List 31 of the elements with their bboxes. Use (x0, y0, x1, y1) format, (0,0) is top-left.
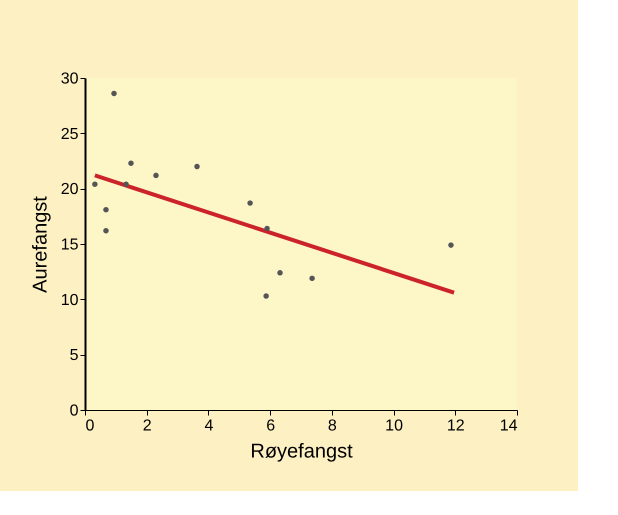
point (309, 276, 315, 282)
point (263, 293, 269, 299)
point (448, 242, 454, 248)
x-tick-label: 0 (86, 418, 94, 434)
point (153, 172, 159, 178)
point (92, 182, 98, 187)
point (277, 270, 283, 276)
y-tick-label: 10 (60, 292, 79, 309)
x-tick-label: 10 (385, 418, 404, 434)
point (247, 200, 253, 206)
x-tick-label: 14 (500, 418, 518, 434)
point (103, 228, 109, 234)
point (103, 206, 109, 212)
point (194, 164, 200, 170)
y-tick-label: 15 (60, 236, 79, 254)
x-tick-label: 4 (204, 418, 214, 434)
point (128, 160, 134, 166)
x-tick-label: 6 (266, 418, 276, 434)
point (111, 90, 117, 96)
point (123, 182, 129, 187)
y-tick-label: 0 (70, 402, 79, 420)
x-tick-label: 12 (446, 418, 465, 434)
y-tick-label: 30 (60, 70, 79, 88)
y-tick-label: 20 (60, 181, 79, 198)
y-tick-label: 25 (60, 126, 79, 143)
y-tick-label: 5 (70, 347, 79, 364)
x-axis-title: Røyefangst (250, 440, 354, 462)
x-tick-label: 8 (328, 418, 337, 434)
y-axis-title: Aurefangst (30, 196, 52, 293)
point (264, 226, 270, 232)
x-tick-label: 2 (142, 418, 152, 434)
